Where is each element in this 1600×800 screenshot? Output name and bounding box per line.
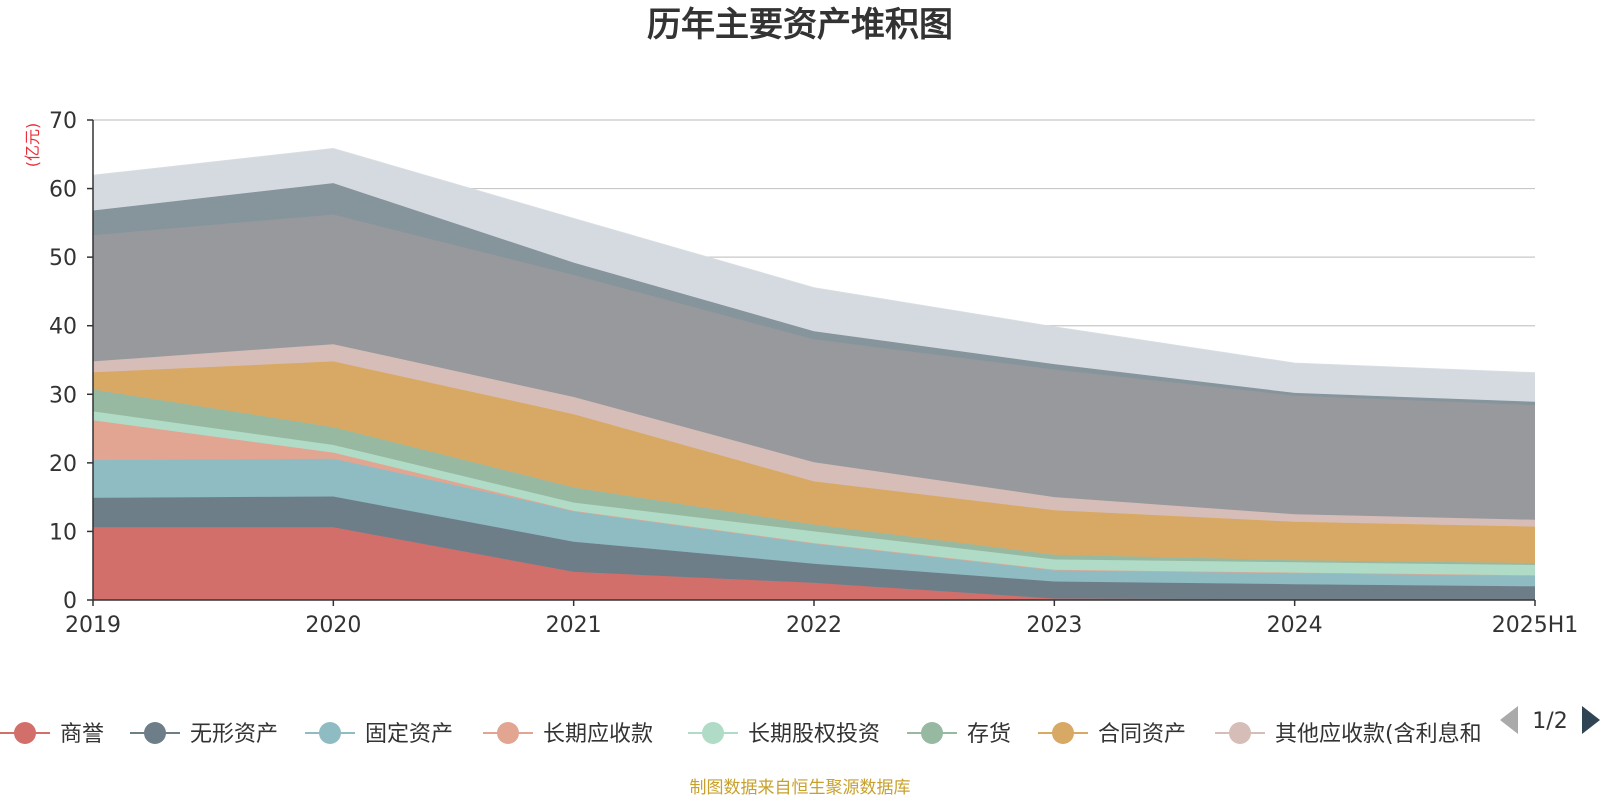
legend-marker-icon	[144, 722, 166, 744]
x-tick-label: 2019	[65, 613, 121, 638]
area-series-11-edge	[92, 148, 1536, 374]
legend-pager[interactable]: 1/2	[1500, 706, 1600, 734]
legend[interactable]: 商誉 无形资产 固定资产 长期应收款 长期股权投资 存货 合同资产 其他应收款(含利息和股利)	[0, 722, 1534, 747]
legend-label: 存货	[967, 722, 1011, 747]
area-series-9	[93, 214, 1535, 520]
legend-item[interactable]: 长期股权投资	[688, 722, 880, 747]
legend-label: 固定资产	[365, 722, 453, 747]
legend-marker-icon	[1052, 722, 1074, 744]
y-tick-label: 40	[49, 315, 77, 340]
chart-title: 历年主要资产堆积图	[647, 5, 953, 45]
legend-marker-icon	[702, 722, 724, 744]
legend-prev-arrow-icon[interactable]	[1500, 706, 1518, 734]
legend-marker-icon	[319, 722, 341, 744]
data-source-footer: 制图数据来自恒生聚源数据库	[690, 778, 911, 798]
x-tick-label: 2020	[305, 613, 361, 638]
area-series-3	[93, 458, 1535, 587]
area-series-8	[93, 344, 1535, 527]
area-series-5	[93, 411, 1535, 576]
legend-page-indicator: 1/2	[1532, 709, 1567, 734]
legend-item[interactable]: 无形资产	[130, 722, 278, 747]
legend-next-arrow-icon[interactable]	[1582, 706, 1600, 734]
x-tick-label: 2022	[786, 613, 842, 638]
x-tick-label: 2021	[546, 613, 602, 638]
y-tick-label: 10	[49, 520, 77, 545]
legend-label: 其他应收款(含利息和股利)	[1275, 722, 1534, 747]
area-series-11	[93, 148, 1535, 402]
x-tick-label: 2023	[1026, 613, 1082, 638]
area-series-2	[93, 496, 1535, 600]
legend-marker-icon	[497, 722, 519, 744]
legend-label: 无形资产	[190, 722, 278, 747]
y-tick-label: 0	[63, 589, 77, 614]
x-tick-label: 2024	[1267, 613, 1323, 638]
legend-item[interactable]: 长期应收款	[483, 722, 653, 747]
legend-label: 商誉	[60, 722, 104, 747]
y-tick-label: 30	[49, 383, 77, 408]
area-series-7	[93, 361, 1535, 563]
legend-marker-icon	[14, 722, 36, 744]
legend-item[interactable]: 商誉	[0, 722, 104, 747]
y-tick-label: 20	[49, 452, 77, 477]
legend-label: 合同资产	[1098, 722, 1186, 747]
legend-item[interactable]: 其他应收款(含利息和股利)	[1215, 722, 1534, 747]
area-series-6	[93, 389, 1535, 565]
legend-item[interactable]: 固定资产	[305, 722, 453, 747]
x-tick-label: 2025H1	[1492, 613, 1579, 638]
legend-marker-icon	[921, 722, 943, 744]
legend-item[interactable]: 存货	[907, 722, 1011, 747]
area-series-10	[93, 183, 1535, 406]
legend-item[interactable]: 合同资产	[1038, 722, 1186, 747]
y-tick-label: 50	[49, 246, 77, 271]
area-series-group	[92, 148, 1536, 601]
area-series-1	[93, 527, 1535, 600]
axes: 0 10 20 30 40 50 60 70 2019 2020 2021 2022 2023 2024 2…	[49, 109, 1578, 638]
y-tick-label: 70	[49, 109, 77, 134]
legend-label: 长期应收款	[543, 722, 653, 747]
legend-marker-icon	[1229, 722, 1251, 744]
legend-label: 长期股权投资	[748, 722, 880, 747]
y-tick-label: 60	[49, 178, 77, 203]
y-axis-unit-label: (亿元)	[23, 123, 42, 168]
